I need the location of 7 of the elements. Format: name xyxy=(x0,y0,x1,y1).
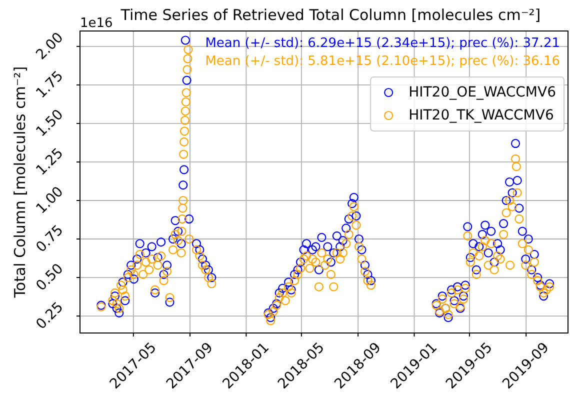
annotation: Mean (+/- std): 5.81e+15 (2.10e+15); prec (%): 36.16 xyxy=(205,54,560,69)
annotation: Mean (+/- std): 6.29e+15 (2.34e+15); prec (%): 37.21 xyxy=(205,36,560,51)
legend-label: HIT20_OE_WACCMV6 xyxy=(408,84,556,100)
text: 1e16 xyxy=(80,16,113,31)
legend-label: HIT20_TK_WACCMV6 xyxy=(408,108,554,124)
chart-title: Time Series of Retrieved Total Column [molecules cm⁻²] xyxy=(120,6,541,24)
y-axis-title: Total Column [molecules cm⁻²] xyxy=(11,66,29,299)
